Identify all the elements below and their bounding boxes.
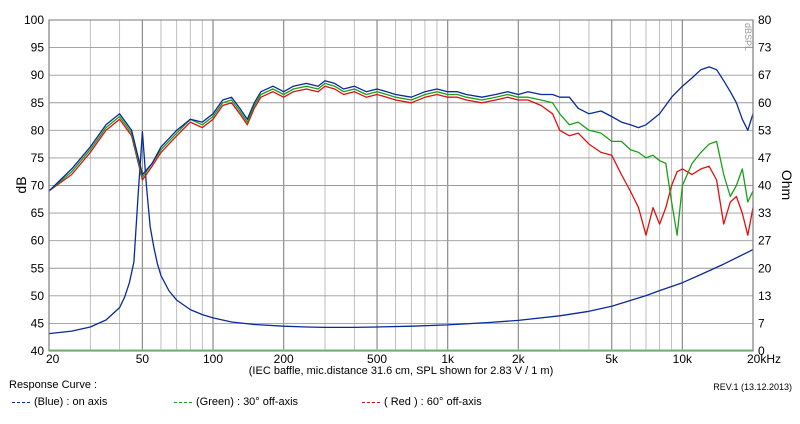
legend-swatch-blue	[12, 401, 30, 403]
y-tick-label-right: 33	[758, 206, 772, 220]
legend-swatch-green	[174, 401, 192, 403]
y-tick-label-left: 100	[24, 13, 44, 27]
plot-frame	[48, 19, 754, 352]
series-line-blue	[48, 66, 754, 192]
legend-item-green: (Green) : 30° off-axis	[174, 396, 298, 408]
y-axis-label-right: Ohm	[779, 170, 795, 200]
y-tick-label-right: 40	[758, 179, 772, 193]
corner-mark: dBSPL	[743, 23, 753, 51]
x-tick-label: 500	[367, 352, 387, 366]
x-tick-label: 100	[203, 352, 223, 366]
y-tick-label-left: 90	[31, 68, 45, 82]
legend-label-blue: (Blue) : on axis	[34, 396, 108, 408]
y-axis-label-left: dB	[13, 176, 29, 193]
y-tick-label-right: 80	[758, 13, 772, 27]
series-lines	[48, 66, 754, 351]
series-line-red	[48, 85, 754, 236]
y-tick-label-left: 50	[31, 289, 45, 303]
legend-label-green: (Green) : 30° off-axis	[196, 396, 299, 408]
y-tick-label-left: 95	[31, 41, 45, 55]
y-tick-label-right: 60	[758, 96, 772, 110]
y-tick-label-left: 45	[31, 316, 45, 330]
y-tick-label-right: 13	[758, 289, 772, 303]
series-line-green	[48, 82, 754, 236]
y-tick-label-left: 60	[31, 234, 45, 248]
tick-labels: 1009590858075706560555045408073676053474…	[24, 13, 781, 366]
x-tick-label: 2k	[512, 352, 526, 366]
y-tick-label-left: 75	[31, 151, 45, 165]
y-tick-label-left: 55	[31, 261, 45, 275]
y-tick-label-right: 20	[758, 261, 772, 275]
y-tick-label-left: 40	[31, 344, 45, 358]
x-tick-label: 5k	[605, 352, 619, 366]
y-tick-label-right: 53	[758, 123, 772, 137]
legend-title: Response Curve :	[9, 379, 98, 391]
x-tick-label: 200	[274, 352, 294, 366]
legend-swatch-red	[362, 401, 380, 403]
legend-item-blue: (Blue) : on axis	[12, 396, 107, 408]
x-tick-label: 20kHz	[747, 352, 781, 366]
x-tick-label: 50	[136, 352, 150, 366]
y-tick-label-left: 70	[31, 179, 45, 193]
y-tick-label-right: 73	[758, 41, 772, 55]
legend-item-red: ( Red ) : 60° off-axis	[362, 396, 482, 408]
y-tick-label-right: 27	[758, 234, 772, 248]
y-tick-label-left: 85	[31, 96, 45, 110]
x-tick-label: 20	[46, 352, 60, 366]
y-tick-label-right: 67	[758, 68, 772, 82]
y-tick-label-right: 47	[758, 151, 772, 165]
y-tick-label-left: 65	[31, 206, 45, 220]
y-tick-label-right: 0	[758, 344, 765, 358]
legend-label-red: ( Red ) : 60° off-axis	[384, 396, 482, 408]
x-tick-label: 10k	[673, 352, 693, 366]
y-tick-label-right: 7	[758, 316, 765, 330]
y-tick-label-left: 80	[31, 123, 45, 137]
revision-label: REV.1 (13.12.2013)	[713, 382, 792, 392]
x-axis-caption: (IEC baffle, mic.distance 31.6 cm, SPL s…	[249, 365, 553, 377]
series-line-impedance	[48, 131, 754, 335]
x-tick-label: 1k	[441, 352, 455, 366]
